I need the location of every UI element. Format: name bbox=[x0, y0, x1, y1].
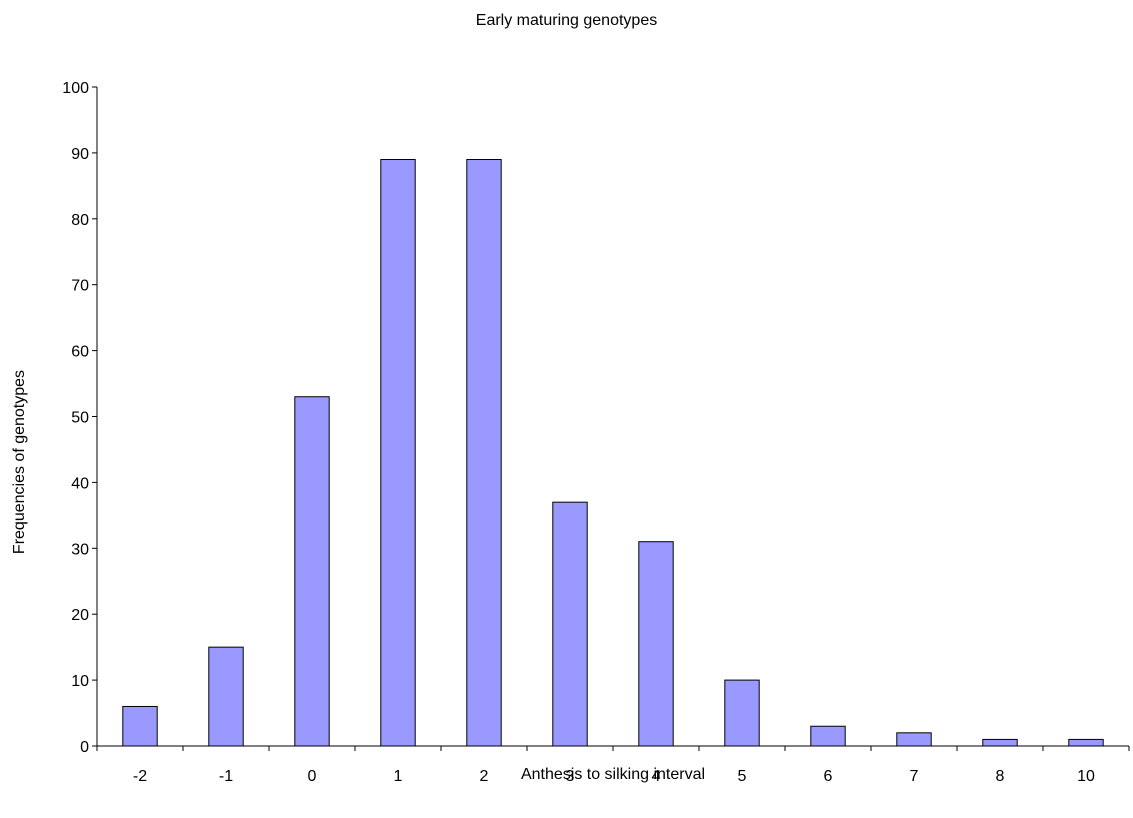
y-tick-label: 10 bbox=[71, 673, 89, 690]
bar bbox=[294, 396, 330, 747]
bar bbox=[466, 158, 502, 747]
bar bbox=[982, 738, 1018, 747]
x-tick-label: 4 bbox=[652, 768, 661, 785]
y-tick-label: 20 bbox=[71, 607, 89, 624]
bar bbox=[552, 501, 588, 747]
x-tick-label: 5 bbox=[738, 768, 747, 785]
bar bbox=[1068, 738, 1104, 747]
y-tick-label: 0 bbox=[80, 739, 89, 756]
y-tick-label: 30 bbox=[71, 541, 89, 558]
x-tick-label: -1 bbox=[219, 768, 233, 785]
x-tick-label: 3 bbox=[566, 768, 575, 785]
bar bbox=[896, 732, 932, 747]
y-tick-label: 80 bbox=[71, 212, 89, 229]
bar bbox=[122, 705, 158, 747]
y-tick-label: 100 bbox=[62, 80, 89, 97]
y-tick-label: 60 bbox=[71, 344, 89, 361]
bar bbox=[208, 646, 244, 747]
x-axis-label: Anthesis to silking interval bbox=[520, 766, 706, 783]
y-tick-label: 90 bbox=[71, 146, 89, 163]
bar bbox=[638, 541, 674, 747]
x-tick-label: -2 bbox=[133, 768, 147, 785]
x-tick-label: 2 bbox=[480, 768, 489, 785]
bar bbox=[724, 679, 760, 747]
x-tick-label: 8 bbox=[996, 768, 1005, 785]
chart-title: Early maturing genotypes bbox=[475, 12, 658, 29]
y-tick-label: 40 bbox=[71, 475, 89, 492]
x-tick-label: 7 bbox=[910, 768, 919, 785]
y-tick-label: 70 bbox=[71, 278, 89, 295]
x-tick-label: 10 bbox=[1077, 768, 1095, 785]
bar bbox=[810, 725, 846, 747]
x-tick-label: 6 bbox=[824, 768, 833, 785]
bar bbox=[380, 158, 416, 747]
x-tick-label: 0 bbox=[308, 768, 317, 785]
y-tick-label: 50 bbox=[71, 410, 89, 427]
x-tick-label: 1 bbox=[394, 768, 403, 785]
